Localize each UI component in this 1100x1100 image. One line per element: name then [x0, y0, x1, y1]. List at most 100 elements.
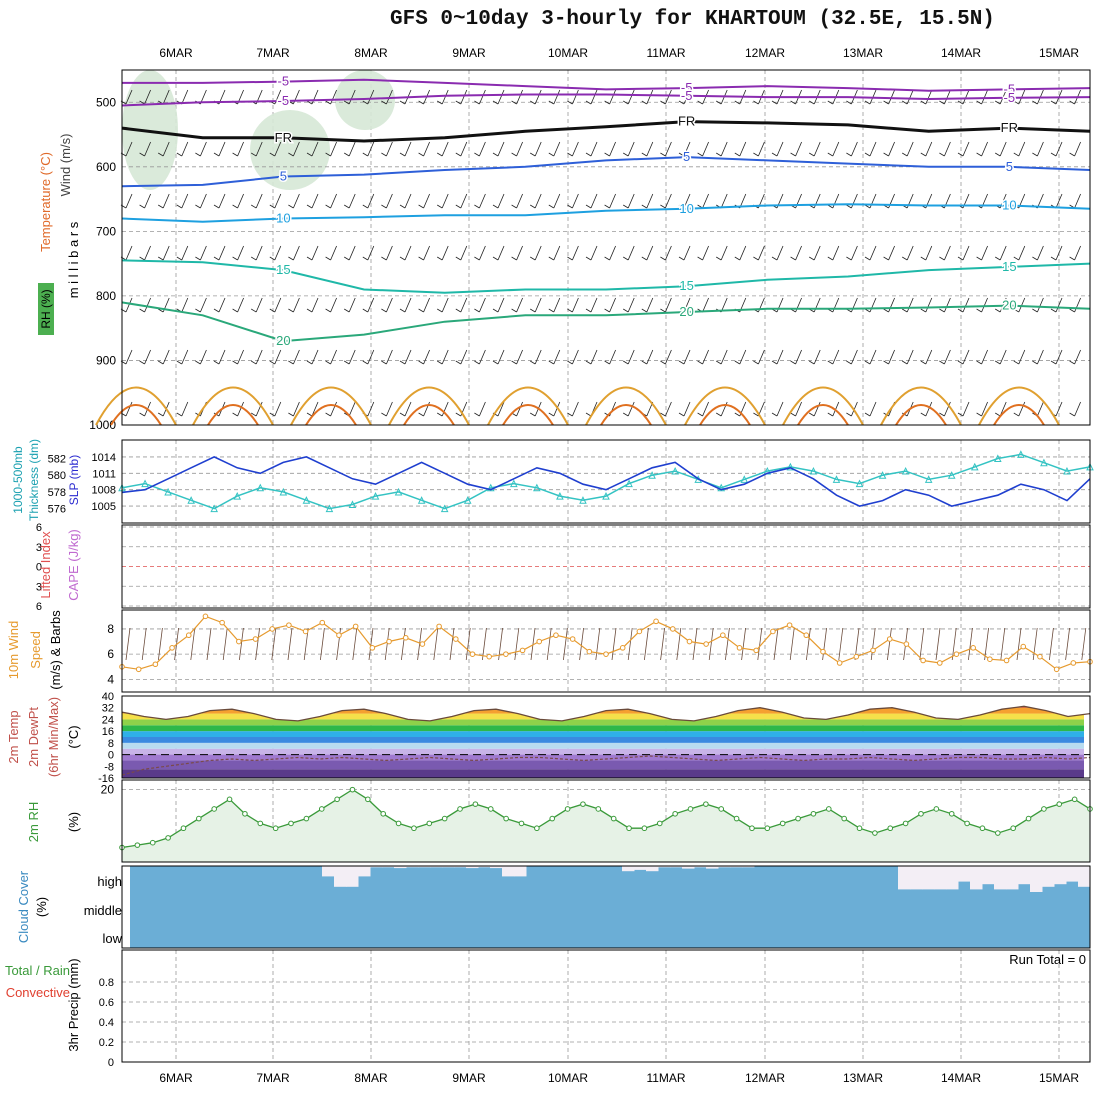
temperature-tick-label: 16: [102, 726, 114, 738]
wind-barb: [274, 141, 282, 157]
wind-speed-point: [1070, 660, 1077, 666]
wind-barb: [864, 100, 871, 105]
wind-speed-point: [269, 626, 276, 632]
wind-barb: [1018, 401, 1026, 417]
wind-barb: [665, 297, 672, 313]
wind-barb: [851, 141, 858, 157]
wind-speed-point: [736, 645, 743, 651]
wind-barb: [1018, 349, 1026, 365]
wind-barb: [1055, 297, 1063, 313]
warm-contour: [290, 386, 372, 426]
wind-barb: [846, 360, 852, 365]
wind-barb: [529, 256, 536, 261]
slp-line: [121, 456, 1091, 507]
upper-air-frame: [121, 69, 1091, 426]
wind-barb: [311, 141, 319, 157]
contour-label: -5: [278, 93, 290, 108]
wind-barb: [529, 100, 536, 105]
wind-barb: [660, 152, 666, 157]
li-tick-label: 0: [36, 562, 42, 574]
cloud-cover-bar: [358, 866, 371, 877]
thickness-point: [878, 471, 887, 479]
wind-barb: [330, 89, 337, 105]
wind-barb: [627, 89, 635, 105]
cloud-cover-bar: [718, 866, 731, 868]
wind-barb: [474, 412, 480, 417]
surface-wind-barb: [1049, 627, 1054, 661]
wind-barb: [423, 245, 430, 261]
thickness-point: [417, 496, 426, 504]
wind-barb: [790, 100, 796, 105]
wind-barb: [534, 89, 542, 105]
cape-frame: [121, 524, 1091, 609]
wind-barb: [492, 152, 499, 157]
wind-barb: [534, 245, 542, 261]
wind-barb: [609, 141, 616, 157]
cloud-cover-bar: [934, 866, 947, 890]
wind-speed-point: [586, 648, 593, 655]
wind-speed-point: [853, 653, 860, 660]
wind-speed-point: [886, 636, 893, 642]
wind-barb: [734, 256, 741, 261]
wind-barb: [753, 412, 759, 417]
wind-barb: [232, 152, 238, 157]
wind-speed-point: [720, 632, 726, 639]
wind-barb: [1055, 193, 1063, 209]
wind-barb: [144, 245, 151, 261]
wind-barb: [590, 297, 598, 313]
wind-barb: [994, 360, 1001, 365]
wind-barb: [758, 141, 765, 157]
surface-wind-barb: [206, 627, 212, 661]
wind-barb: [534, 193, 542, 209]
wind-barb: [311, 401, 319, 417]
surface-wind-barb: [1065, 627, 1070, 661]
wind-barb: [976, 256, 982, 261]
warm-contour: [585, 386, 667, 426]
wind-barb: [1013, 256, 1020, 261]
wind-barb: [1032, 152, 1038, 157]
wind-speed-point: [169, 645, 175, 651]
wind-barb: [585, 308, 592, 313]
cloud-cover-bar: [418, 866, 431, 868]
contour-label: -5: [278, 74, 290, 89]
wind-speed-label: Speed: [28, 631, 43, 669]
wind-barb: [1050, 360, 1057, 365]
wind-barb: [808, 152, 815, 157]
wind-barb: [1069, 360, 1075, 365]
wind-barb: [274, 349, 282, 365]
cloud-cover-bar: [346, 866, 359, 887]
wind-speed-point: [236, 638, 242, 645]
wind-barb: [548, 412, 555, 417]
wind-barb: [981, 401, 988, 417]
contour-label: 20: [1002, 298, 1016, 313]
surface-wind-barb: [692, 627, 698, 661]
surface-wind-barb: [806, 627, 811, 661]
cloud-cover-label: Cloud Cover: [16, 870, 31, 943]
wind-barb: [362, 204, 369, 209]
wind-barb: [386, 401, 393, 417]
wind-speed-point: [302, 628, 309, 635]
wind-barb: [348, 193, 356, 209]
wind-barb: [702, 349, 709, 365]
wind-barb: [511, 100, 517, 105]
rh-point: [779, 820, 786, 827]
rh-point: [810, 810, 817, 817]
rh-point: [272, 825, 279, 832]
wind-barb: [423, 297, 430, 313]
wind-speed-point: [703, 641, 709, 647]
wind-barb: [906, 141, 914, 157]
wind-barb: [753, 100, 759, 105]
thickness-point: [970, 462, 979, 471]
wind-barb: [269, 308, 276, 313]
thickness-point: [302, 496, 311, 504]
cloud-frame: [121, 865, 1091, 949]
wind-barb: [864, 360, 871, 365]
wind-barb: [330, 141, 337, 157]
wind-barb: [176, 204, 183, 209]
wind-barb: [1074, 245, 1081, 261]
wind-barb: [274, 401, 282, 417]
wind-barb: [250, 152, 257, 157]
wind-barb: [901, 152, 908, 157]
wind-speed-point: [936, 660, 943, 666]
wind-barb: [925, 245, 933, 261]
